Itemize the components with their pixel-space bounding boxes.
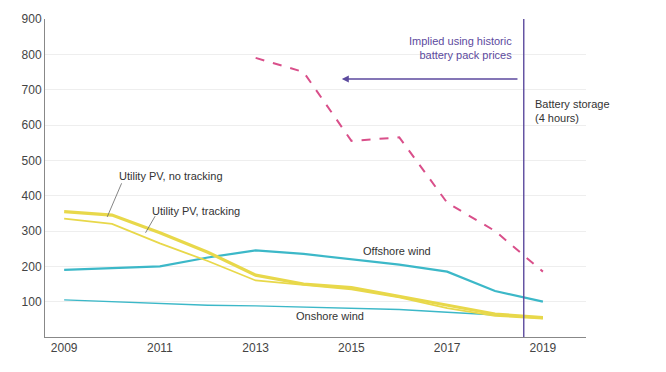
svg-text:Utility PV, no tracking: Utility PV, no tracking (119, 170, 223, 182)
svg-text:600: 600 (22, 118, 42, 132)
svg-text:200: 200 (22, 260, 42, 274)
svg-text:500: 500 (22, 154, 42, 168)
svg-text:300: 300 (22, 224, 42, 238)
svg-text:800: 800 (22, 48, 42, 62)
svg-text:700: 700 (22, 83, 42, 97)
svg-text:Utility PV, tracking: Utility PV, tracking (152, 205, 240, 217)
svg-text:100: 100 (22, 295, 42, 309)
svg-text:2011: 2011 (147, 341, 173, 355)
svg-text:2015: 2015 (338, 341, 365, 355)
svg-text:400: 400 (22, 189, 42, 203)
svg-text:2009: 2009 (51, 341, 78, 355)
svg-text:Implied using historicbattery: Implied using historicbattery pack price… (409, 35, 512, 61)
svg-text:Battery storage(4 hours): Battery storage(4 hours) (535, 98, 610, 124)
svg-text:2019: 2019 (530, 341, 557, 355)
svg-text:2013: 2013 (242, 341, 269, 355)
svg-text:900: 900 (22, 12, 42, 26)
svg-text:2017: 2017 (434, 341, 461, 355)
svg-text:Onshore wind: Onshore wind (296, 310, 364, 322)
svg-text:Offshore wind: Offshore wind (363, 245, 431, 257)
